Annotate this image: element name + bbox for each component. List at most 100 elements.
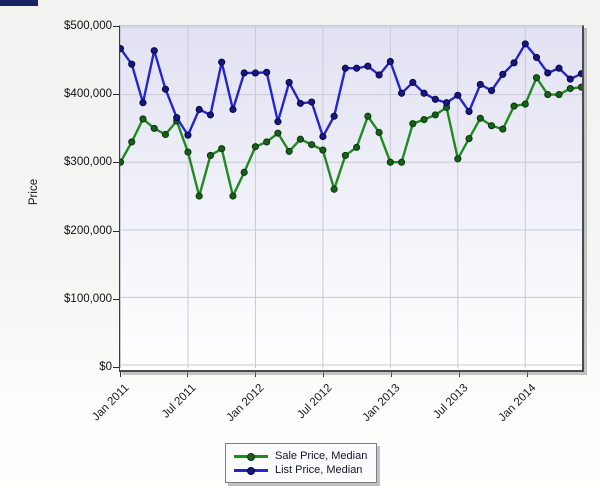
y-axis-tick-mark xyxy=(113,298,119,300)
data-point-marker xyxy=(364,112,372,120)
x-axis-tick-mark xyxy=(459,372,460,377)
data-point-marker xyxy=(555,91,563,99)
y-axis-tick-mark xyxy=(113,94,119,96)
data-point-marker xyxy=(555,64,563,72)
legend-label: Sale Price, Median xyxy=(275,450,368,462)
data-point-marker xyxy=(128,138,136,146)
data-point-marker xyxy=(308,141,316,149)
data-point-marker xyxy=(296,135,304,143)
y-axis-tick-mark xyxy=(113,26,119,27)
data-point-marker xyxy=(139,115,147,123)
data-point-marker xyxy=(521,100,529,108)
y-axis-tick-mark xyxy=(113,367,119,368)
legend-item-sale-price: Sale Price, Median xyxy=(234,449,368,463)
data-point-marker xyxy=(487,86,496,95)
data-point-marker xyxy=(184,131,192,139)
y-axis-tick-label: $0 xyxy=(99,361,112,373)
x-axis-tick-label: Jul 2011 xyxy=(160,382,199,421)
y-axis-tick-mark xyxy=(113,230,119,232)
data-point-marker xyxy=(161,130,170,139)
data-point-marker xyxy=(229,105,237,114)
data-point-marker xyxy=(487,122,496,130)
data-point-marker xyxy=(375,71,383,79)
data-point-marker xyxy=(319,132,327,141)
y-axis-tick-label: $200,000 xyxy=(64,224,112,237)
data-point-marker xyxy=(173,114,181,122)
y-axis-tick-label: $100,000 xyxy=(64,292,112,305)
data-point-marker xyxy=(521,40,529,48)
data-point-marker xyxy=(544,91,552,99)
data-point-marker xyxy=(120,45,125,53)
data-point-marker xyxy=(454,155,462,163)
data-point-marker xyxy=(532,74,541,82)
data-point-marker xyxy=(308,98,316,106)
data-point-marker xyxy=(431,95,439,103)
data-point-marker xyxy=(263,68,271,76)
data-point-marker xyxy=(442,99,451,107)
data-point-marker xyxy=(150,47,158,55)
data-point-marker xyxy=(240,168,248,176)
data-point-marker xyxy=(150,124,158,132)
data-point-marker xyxy=(128,60,136,68)
data-point-marker xyxy=(577,83,582,91)
x-axis-tick-mark xyxy=(391,372,393,377)
y-axis-tick-label: $500,000 xyxy=(64,20,112,32)
data-point-marker xyxy=(251,69,260,77)
legend-item-list-price: List Price, Median xyxy=(234,463,368,477)
data-point-marker xyxy=(398,158,406,166)
data-point-marker xyxy=(206,151,215,160)
y-axis-tick-label: $300,000 xyxy=(64,156,112,169)
data-point-marker xyxy=(161,85,170,93)
x-axis-tick-label: Jan 2014 xyxy=(496,382,539,424)
data-point-marker xyxy=(566,75,574,83)
chart-legend: Sale Price, Median List Price, Median xyxy=(225,443,377,483)
data-point-marker xyxy=(420,116,428,124)
data-point-marker xyxy=(296,99,304,107)
x-axis-tick-label: Jul 2013 xyxy=(431,382,471,422)
data-point-marker xyxy=(409,78,417,87)
data-point-marker xyxy=(499,125,507,133)
data-point-marker xyxy=(510,59,518,67)
y-axis-title: Price xyxy=(28,178,40,206)
data-point-marker xyxy=(195,192,203,200)
x-axis-tick-label: Jan 2011 xyxy=(89,382,131,424)
x-axis-tick-mark xyxy=(119,372,121,377)
x-axis-tick-mark xyxy=(255,372,257,377)
data-point-marker xyxy=(285,78,293,87)
top-left-accent-bar xyxy=(0,0,38,6)
price-chart xyxy=(120,26,582,369)
data-point-marker xyxy=(566,84,574,93)
x-axis-tick-mark xyxy=(323,372,325,377)
data-point-marker xyxy=(375,128,383,137)
data-point-marker xyxy=(577,70,582,78)
data-point-marker xyxy=(386,158,394,166)
data-point-marker xyxy=(251,143,260,151)
data-point-marker xyxy=(274,118,282,126)
data-point-marker xyxy=(454,91,462,99)
data-point-marker xyxy=(386,57,394,66)
data-point-marker xyxy=(195,105,203,114)
data-point-marker xyxy=(431,111,439,119)
data-point-marker xyxy=(341,151,349,160)
data-point-marker xyxy=(544,69,552,77)
data-point-marker xyxy=(510,102,518,110)
data-point-marker xyxy=(330,185,338,193)
data-point-marker xyxy=(532,53,541,61)
data-point-marker xyxy=(218,58,226,66)
data-point-marker xyxy=(240,69,248,77)
plot-area xyxy=(119,25,584,372)
data-point-marker xyxy=(476,80,484,89)
list-price-line xyxy=(120,42,582,138)
data-point-marker xyxy=(184,148,192,156)
data-point-marker xyxy=(341,64,349,72)
data-point-marker xyxy=(476,114,484,122)
data-point-marker xyxy=(120,158,125,166)
data-point-marker xyxy=(330,112,338,120)
data-point-marker xyxy=(499,70,507,78)
data-point-marker xyxy=(364,62,372,70)
data-point-marker xyxy=(274,129,282,137)
sale-price-line xyxy=(120,76,582,198)
y-axis-tick-mark xyxy=(113,162,119,164)
data-point-marker xyxy=(409,120,417,128)
data-point-marker xyxy=(229,192,237,200)
